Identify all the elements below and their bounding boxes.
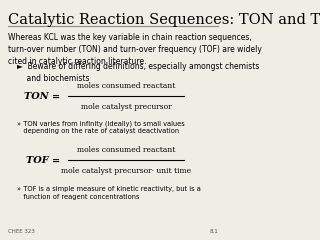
Text: moles consumed reactant: moles consumed reactant bbox=[77, 146, 176, 154]
Text: ►  Beware of differing definitions, especially amongst chemists
    and biochemi: ► Beware of differing definitions, espec… bbox=[17, 62, 260, 83]
Text: moles consumed reactant: moles consumed reactant bbox=[77, 82, 176, 90]
Text: » TOF is a simple measure of kinetic reactivity, but is a
   function of reagent: » TOF is a simple measure of kinetic rea… bbox=[17, 186, 201, 200]
Text: TOF =: TOF = bbox=[27, 156, 64, 165]
Text: » TON varies from infinity (ideally) to small values
   depending on the rate of: » TON varies from infinity (ideally) to … bbox=[17, 120, 185, 134]
Text: Whereas KCL was the key variable in chain reaction sequences,
turn-over number (: Whereas KCL was the key variable in chai… bbox=[8, 33, 262, 66]
Text: CHEE 323: CHEE 323 bbox=[8, 229, 35, 234]
Text: mole catalyst precursor· unit time: mole catalyst precursor· unit time bbox=[61, 167, 191, 175]
Text: Catalytic Reaction Sequences: TON and TOF: Catalytic Reaction Sequences: TON and TO… bbox=[8, 13, 320, 27]
Text: 8.1: 8.1 bbox=[209, 229, 218, 234]
Text: TON =: TON = bbox=[24, 92, 64, 101]
Text: mole catalyst precursor: mole catalyst precursor bbox=[81, 103, 172, 111]
